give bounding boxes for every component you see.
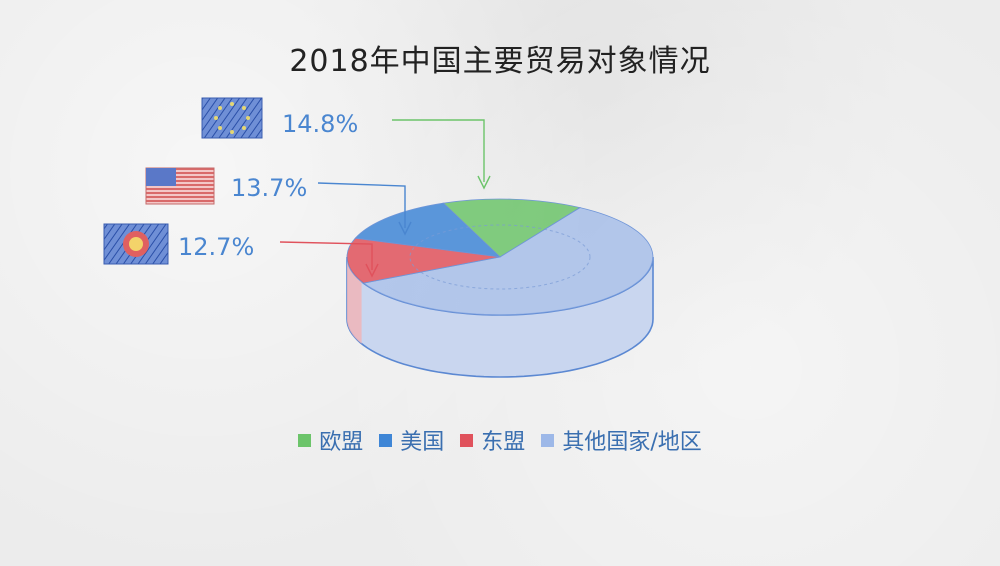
legend-swatch-eu [298, 433, 312, 447]
pie-slice-asean [346, 237, 501, 284]
legend: 欧盟 美国 东盟 其他国家/地区 [0, 424, 1000, 456]
inner-ring [409, 224, 591, 290]
us-flag-icon [145, 167, 215, 205]
legend-item-asean: 东盟 [460, 424, 525, 456]
pie-slice-others [362, 207, 654, 316]
legend-label-asean: 东盟 [481, 430, 526, 455]
leader-lines [279, 119, 491, 278]
legend-label-us: 美国 [400, 430, 445, 455]
legend-item-others: 其他国家/地区 [541, 424, 702, 456]
legend-item-us: 美国 [379, 424, 444, 456]
pie-slice-us [354, 202, 502, 258]
chart-title: 2018年中国主要贸易对象情况 [289, 44, 711, 79]
legend-label-others: 其他国家/地区 [562, 430, 702, 455]
asean-flag-icon [103, 223, 169, 265]
eu-flag-icon [201, 97, 263, 139]
legend-swatch-asean [460, 433, 474, 447]
asean-percent-label: 12.7% [178, 233, 254, 261]
pie-slice-eu [442, 198, 582, 258]
legend-item-eu: 欧盟 [298, 424, 363, 456]
pie-top [346, 198, 654, 316]
legend-swatch-others [541, 433, 555, 447]
eu-percent-label: 14.8% [282, 110, 358, 138]
us-percent-label: 13.7% [231, 174, 307, 202]
legend-swatch-us [379, 433, 393, 447]
legend-label-eu: 欧盟 [319, 430, 364, 455]
